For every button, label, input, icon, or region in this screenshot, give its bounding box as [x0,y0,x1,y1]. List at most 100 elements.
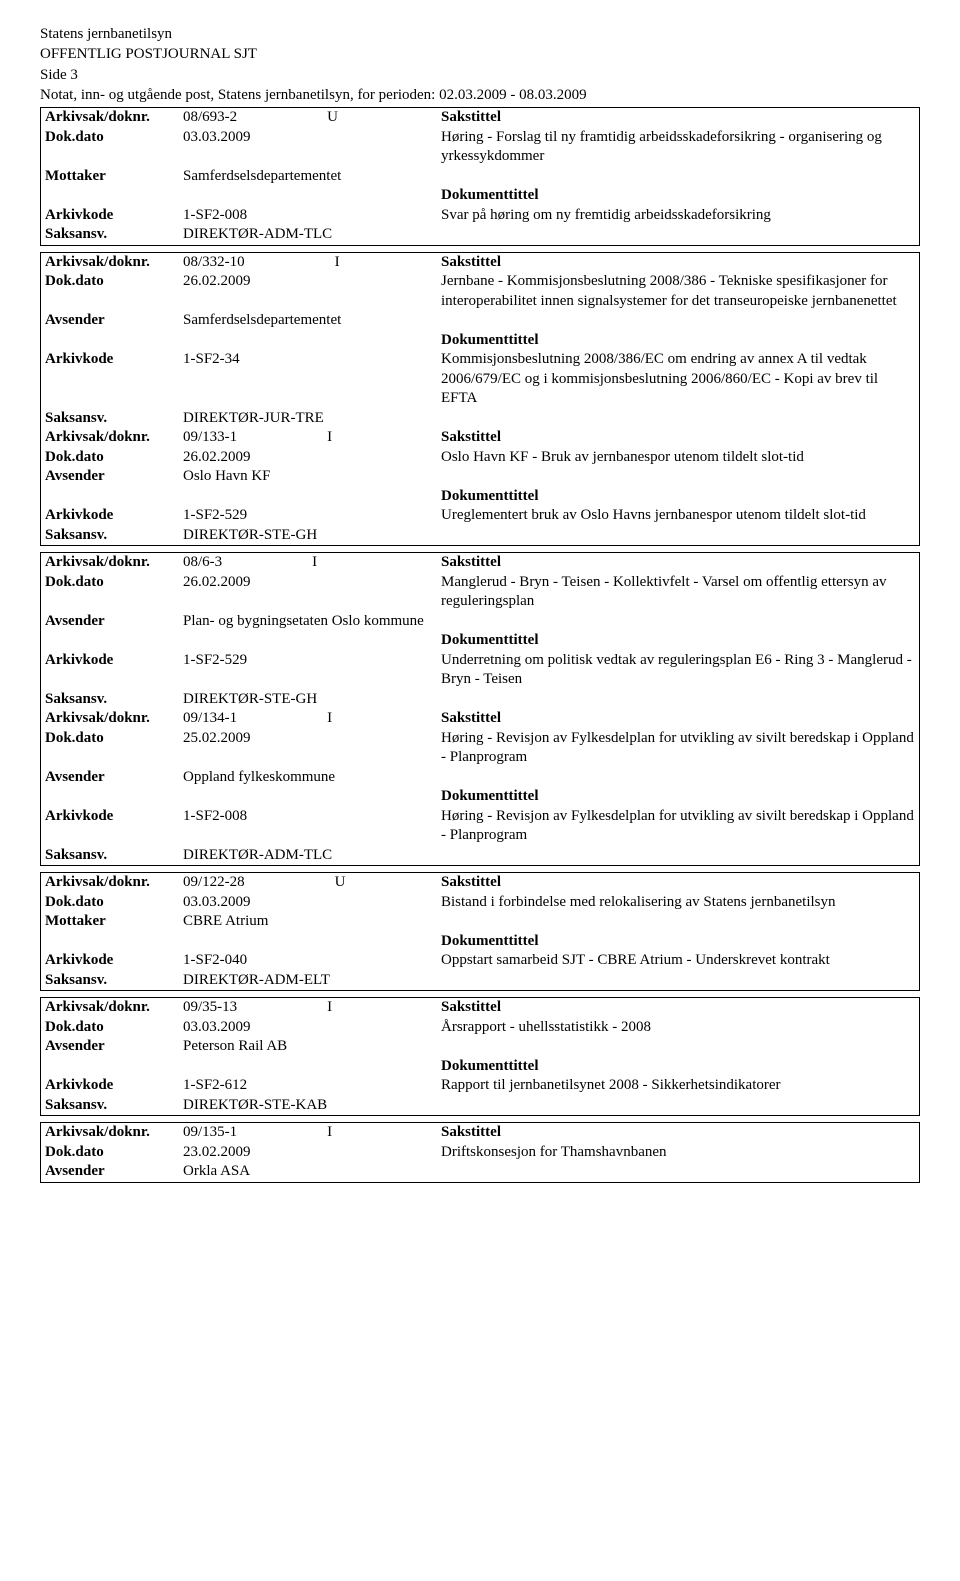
field-value: Oppland fylkeskommune [179,768,437,788]
field-label: Dok.dato [41,1143,179,1163]
entry-row: Dokumenttittel [41,1057,919,1077]
entry-row: Saksansv.DIREKTØR-ADM-ELT [41,971,919,991]
arkiv-label: Arkivsak/doknr. [41,428,179,448]
sakstittel-label: Sakstittel [437,253,919,273]
field-label: Arkivkode [41,350,179,370]
field-label: Avsender [41,1037,179,1057]
arkiv-value: 09/35-13I [179,998,437,1018]
field-value: 26.02.2009 [179,272,437,292]
field-value: DIREKTØR-ADM-TLC [179,225,437,245]
entry-row: Arkivkode1-SF2-529Ureglementert bruk av … [41,506,919,526]
field-label: Mottaker [41,167,179,187]
field-right: Driftskonsesjon for Thamshavnbanen [437,1143,919,1163]
entry-row: Arkivsak/doknr.09/133-1ISakstittel [41,428,919,448]
field-value: DIREKTØR-STE-GH [179,526,437,546]
field-value: 1-SF2-008 [179,807,437,827]
entry-row: Arkivkode1-SF2-612Rapport til jernbaneti… [41,1076,919,1096]
field-value: 03.03.2009 [179,893,437,913]
arkiv-value: 09/122-28U [179,873,437,893]
field-label: Arkivkode [41,651,179,671]
entry-row: Dokumenttittel [41,631,919,651]
entry-row: Saksansv.DIREKTØR-STE-KAB [41,1096,919,1116]
entry-row: Arkivsak/doknr.08/6-3ISakstittel [41,553,919,573]
entry-row: AvsenderOppland fylkeskommune [41,768,919,788]
header-note: Notat, inn- og utgående post, Statens je… [40,85,920,105]
field-value: 1-SF2-34 [179,350,437,370]
arkiv-value: 09/134-1I [179,709,437,729]
field-value: 1-SF2-008 [179,206,437,226]
sakstittel-label: Sakstittel [437,873,919,893]
entry-row: Saksansv.DIREKTØR-STE-GH [41,526,919,546]
page-header: Statens jernbanetilsyn OFFENTLIG POSTJOU… [40,24,920,105]
entry-row: Dokumenttittel [41,186,919,206]
entry-row: Arkivsak/doknr.09/122-28USakstittel [41,873,919,893]
entries-container: Arkivsak/doknr.08/693-2USakstittelDok.da… [40,107,920,1183]
field-right: Oslo Havn KF - Bruk av jernbanespor uten… [437,448,919,468]
entry-row: Dok.dato25.02.2009Høring - Revisjon av F… [41,729,919,768]
entry-row: AvsenderPlan- og bygningsetaten Oslo kom… [41,612,919,632]
field-value: Samferdselsdepartementet [179,311,437,331]
entry-row: Dokumenttittel [41,932,919,952]
arkiv-label: Arkivsak/doknr. [41,108,179,128]
field-right: Oppstart samarbeid SJT - CBRE Atrium - U… [437,951,919,971]
field-right: Manglerud - Bryn - Teisen - Kollektivfel… [437,573,919,612]
entry-row: MottakerSamferdselsdepartementet [41,167,919,187]
arkiv-label: Arkivsak/doknr. [41,1123,179,1143]
field-label: Dok.dato [41,729,179,749]
entry-row: MottakerCBRE Atrium [41,912,919,932]
sakstittel-label: Sakstittel [437,1123,919,1143]
field-label: Avsender [41,768,179,788]
arkiv-label: Arkivsak/doknr. [41,553,179,573]
entry-row: Arkivsak/doknr.08/693-2USakstittel [41,108,919,128]
field-value: DIREKTØR-ADM-TLC [179,846,437,866]
header-page: Side 3 [40,65,920,85]
field-right: Høring - Revisjon av Fylkesdelplan for u… [437,807,919,846]
field-value: 1-SF2-529 [179,506,437,526]
field-label: Avsender [41,311,179,331]
field-right: Jernbane - Kommisjonsbeslutning 2008/386… [437,272,919,311]
field-label: Saksansv. [41,409,179,429]
entry-row: Dok.dato03.03.2009Årsrapport - uhellssta… [41,1018,919,1038]
doktittel-label: Dokumenttittel [437,487,919,507]
field-label: Dok.dato [41,448,179,468]
field-label: Arkivkode [41,951,179,971]
field-value: 1-SF2-612 [179,1076,437,1096]
entry-row: Arkivkode1-SF2-008Høring - Revisjon av F… [41,807,919,846]
field-label: Dok.dato [41,128,179,148]
entry-row: Dok.dato26.02.2009Oslo Havn KF - Bruk av… [41,448,919,468]
field-label: Saksansv. [41,225,179,245]
field-value: DIREKTØR-JUR-TRE [179,409,437,429]
entry-row: Dokumenttittel [41,487,919,507]
entry-row: Dok.dato23.02.2009Driftskonsesjon for Th… [41,1143,919,1163]
entry-row: Dok.dato26.02.2009Jernbane - Kommisjonsb… [41,272,919,311]
entry-row: Arkivsak/doknr.09/35-13ISakstittel [41,998,919,1018]
arkiv-value: 08/693-2U [179,108,437,128]
doktittel-label: Dokumenttittel [437,787,919,807]
field-right: Høring - Forslag til ny framtidig arbeid… [437,128,919,167]
doktittel-label: Dokumenttittel [437,1057,919,1077]
sakstittel-label: Sakstittel [437,553,919,573]
field-label: Arkivkode [41,1076,179,1096]
doktittel-label: Dokumenttittel [437,186,919,206]
field-value: DIREKTØR-STE-GH [179,690,437,710]
journal-entry: Arkivsak/doknr.08/6-3ISakstittelDok.dato… [40,552,920,866]
header-title: OFFENTLIG POSTJOURNAL SJT [40,44,920,64]
field-label: Saksansv. [41,526,179,546]
field-value: 25.02.2009 [179,729,437,749]
arkiv-label: Arkivsak/doknr. [41,998,179,1018]
field-label: Saksansv. [41,846,179,866]
field-value: 1-SF2-529 [179,651,437,671]
field-value: 26.02.2009 [179,573,437,593]
entry-row: Arkivkode1-SF2-040Oppstart samarbeid SJT… [41,951,919,971]
field-value: 23.02.2009 [179,1143,437,1163]
field-label: Arkivkode [41,506,179,526]
journal-entry: Arkivsak/doknr.08/332-10ISakstittelDok.d… [40,252,920,547]
field-label: Dok.dato [41,573,179,593]
field-value: Samferdselsdepartementet [179,167,437,187]
field-right: Årsrapport - uhellsstatistikk - 2008 [437,1018,919,1038]
entry-row: Arkivsak/doknr.09/135-1ISakstittel [41,1123,919,1143]
field-label: Mottaker [41,912,179,932]
entry-row: Arkivsak/doknr.09/134-1ISakstittel [41,709,919,729]
field-value: 1-SF2-040 [179,951,437,971]
field-label: Avsender [41,467,179,487]
